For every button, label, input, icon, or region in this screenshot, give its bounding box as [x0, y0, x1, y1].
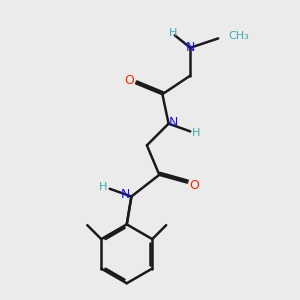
Text: H: H	[192, 128, 201, 138]
Text: O: O	[189, 178, 199, 191]
Text: N: N	[121, 188, 130, 201]
Text: CH₃: CH₃	[228, 31, 249, 41]
Text: N: N	[186, 41, 195, 54]
Text: N: N	[169, 116, 178, 129]
Text: H: H	[168, 28, 177, 38]
Text: H: H	[99, 182, 107, 192]
Text: O: O	[124, 74, 134, 87]
